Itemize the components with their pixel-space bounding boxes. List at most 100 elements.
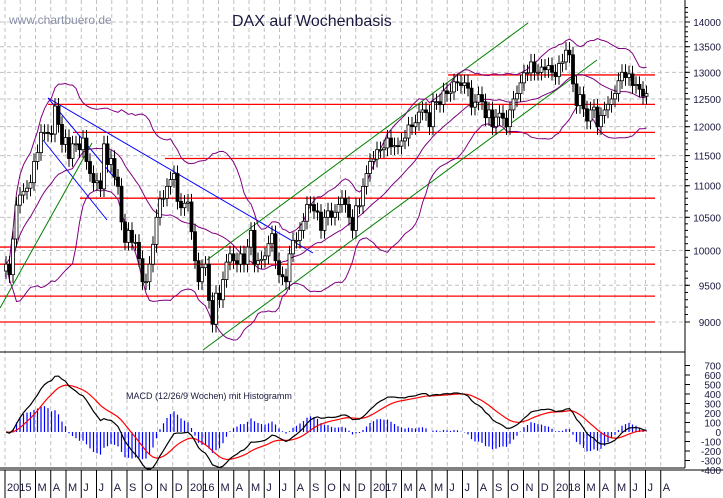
candle-body — [21, 190, 26, 196]
candle-body — [245, 246, 250, 265]
candle-body — [627, 73, 631, 78]
candle-body — [333, 211, 337, 218]
candle-body — [217, 292, 222, 301]
candle — [140, 250, 145, 290]
candle — [273, 225, 278, 269]
candle — [84, 129, 89, 170]
candle — [581, 86, 586, 117]
candle-body — [441, 90, 446, 105]
candle — [403, 129, 407, 150]
candle-body — [84, 137, 89, 162]
candle-body — [357, 205, 362, 208]
candle — [546, 57, 551, 78]
candle-body — [238, 253, 243, 265]
candle-body — [462, 82, 467, 86]
candles — [4, 42, 649, 333]
candle — [42, 124, 47, 141]
candle — [4, 256, 8, 280]
candle-body — [273, 233, 278, 262]
candle-body — [438, 101, 442, 105]
candle-body — [175, 173, 180, 202]
candle-body — [28, 182, 33, 189]
candle-body — [294, 239, 299, 242]
candle — [175, 165, 180, 210]
macd-tick-label: -100 — [701, 438, 721, 449]
candle-body — [410, 124, 414, 128]
macd-tick-label: 300 — [704, 400, 721, 411]
candle-body — [378, 149, 383, 152]
candle — [466, 74, 470, 97]
candle-body — [588, 109, 593, 122]
candle — [49, 125, 54, 143]
x-tick-label: A — [663, 482, 671, 494]
candle — [438, 93, 442, 113]
candle — [172, 165, 176, 188]
candle — [158, 190, 162, 226]
candle — [224, 254, 229, 288]
candle — [182, 195, 187, 216]
y-tick-label: 12000 — [693, 123, 721, 134]
candle-body — [571, 54, 575, 85]
x-tick-label: J — [648, 482, 654, 494]
y-tick-label: 11500 — [694, 152, 722, 163]
x-tick-label: M — [251, 482, 260, 494]
candle-body — [361, 185, 365, 207]
x-tick-label: M — [68, 482, 77, 494]
candle — [606, 96, 610, 119]
candle-body — [578, 94, 582, 106]
candle — [326, 202, 330, 226]
candle — [200, 259, 204, 290]
macd-tick-label: 100 — [704, 419, 721, 430]
candle — [441, 82, 446, 113]
candle — [392, 137, 397, 155]
candle — [487, 101, 491, 126]
candle-body — [641, 88, 645, 97]
candle-body — [403, 137, 407, 142]
candle — [347, 196, 351, 226]
candle — [301, 213, 306, 239]
x-tick-label: A — [480, 482, 488, 494]
y-tick-label: 11000 — [694, 182, 722, 193]
candle — [133, 234, 138, 251]
candle-body — [186, 201, 190, 204]
candle — [413, 114, 418, 135]
candle — [39, 124, 43, 161]
candle-body — [504, 117, 509, 128]
candle — [357, 197, 362, 214]
candle — [217, 285, 222, 308]
candle-body — [210, 300, 215, 325]
candle-body — [189, 201, 194, 233]
candle-body — [497, 112, 502, 118]
candle — [298, 222, 302, 249]
candle — [315, 202, 320, 221]
candle-body — [154, 216, 159, 245]
candle — [123, 213, 127, 251]
candle-body — [81, 137, 85, 151]
candle-body — [371, 158, 376, 162]
candle-body — [126, 229, 131, 243]
x-tick-label: O — [144, 482, 153, 494]
candle — [623, 64, 628, 86]
x-tick-label: O — [327, 482, 336, 494]
x-tick-label: M — [587, 482, 596, 494]
candle — [434, 93, 439, 110]
candle — [462, 74, 467, 94]
candle-body — [553, 71, 558, 77]
trendline — [202, 59, 598, 351]
candle — [280, 266, 285, 285]
candle-body — [546, 65, 551, 71]
candle-body — [399, 140, 404, 147]
candle — [308, 196, 313, 213]
candle — [634, 76, 638, 94]
candle-body — [11, 238, 15, 276]
y-tick-label: 13000 — [693, 68, 721, 79]
candle — [641, 81, 645, 105]
candle — [340, 190, 344, 213]
candle-body — [161, 197, 166, 200]
candle-body — [63, 137, 68, 145]
candle — [599, 107, 603, 135]
candle — [126, 222, 131, 251]
candle-body — [315, 210, 320, 213]
x-tick-label: J — [465, 482, 471, 494]
